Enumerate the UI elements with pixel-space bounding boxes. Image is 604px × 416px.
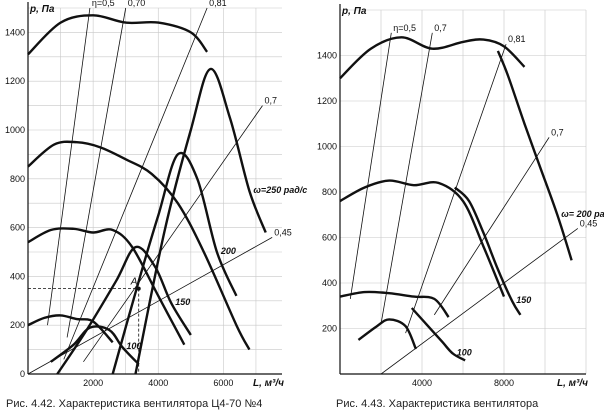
efficiency-label: 0,81: [209, 0, 227, 8]
x-tick-label: 4000: [148, 378, 168, 388]
efficiency-label: 0,70: [128, 0, 146, 8]
pressure-curve: [339, 36, 526, 80]
x-tick-label: 4000: [412, 378, 432, 388]
chart-caption-left: Рис. 4.42. Характеристика вентилятора Ц4…: [6, 398, 263, 410]
y-tick-label: 1000: [317, 142, 337, 152]
pressure-curve: [27, 14, 209, 56]
chart-caption-right: Рис. 4.43. Характеристика вентилятора: [336, 398, 539, 410]
x-axis-title: L, м³/ч: [253, 378, 284, 389]
efficiency-label: η=0,5: [92, 0, 115, 8]
speed-label: 150: [175, 297, 190, 307]
speed-label: 100: [126, 341, 141, 351]
speed-curve: [134, 67, 267, 375]
efficiency-label: 0,7: [551, 127, 564, 137]
speed-label: ω=250 рад/с: [253, 185, 307, 195]
pressure-curve: [27, 227, 186, 346]
efficiency-label: 0,81: [508, 34, 526, 44]
x-tick-label: 6000: [213, 378, 233, 388]
y-tick-label: 1000: [5, 125, 25, 135]
chart-2: 200 400 600 800 1000 1200 1400 4000 8000 p, Па L, …: [317, 4, 604, 389]
y-axis-title: p, Па: [29, 4, 55, 15]
efficiency-line: [380, 228, 579, 375]
y-tick-label: 1400: [317, 51, 337, 61]
annotation-label: A: [130, 277, 138, 288]
y-tick-label: 600: [10, 223, 25, 233]
y-tick-label: 200: [10, 320, 25, 330]
speed-curve: [496, 50, 573, 261]
y-tick-label: 1200: [317, 96, 337, 106]
y-tick-label: 200: [322, 324, 337, 334]
y-tick-label: 800: [10, 174, 25, 184]
speed-curve: [111, 151, 238, 375]
efficiency-line: [349, 32, 392, 299]
efficiency-label: 0,7: [264, 96, 277, 106]
speed-label: 100: [457, 348, 472, 358]
speed-label: 150: [516, 295, 531, 305]
speed-curve: [56, 245, 192, 375]
efficiency-label: 0,45: [580, 218, 598, 228]
y-tick-label: 1400: [5, 27, 25, 37]
efficiency-label: η=0,5: [393, 23, 416, 33]
pressure-curve: [339, 179, 506, 298]
annotation-point: [136, 286, 141, 291]
x-axis-title: L, м³/ч: [557, 378, 588, 389]
speed-curve: [50, 325, 140, 366]
y-tick-label: 1200: [5, 76, 25, 86]
speed-curve: [410, 307, 466, 362]
pressure-curve: [27, 140, 251, 351]
efficiency-line: [66, 7, 127, 338]
x-tick-label: 2000: [83, 378, 103, 388]
y-axis-title: p, Па: [341, 6, 367, 17]
y-tick-label: 0: [20, 369, 25, 379]
y-tick-label: 600: [322, 233, 337, 243]
speed-curve: [453, 186, 522, 316]
chart-1: 0 200 400 600 800 1000 1200 1400 2000 4000 6000 p, …: [5, 0, 307, 389]
pressure-curve: [357, 318, 418, 350]
pressure-curve: [27, 314, 114, 344]
x-tick-label: 8000: [494, 378, 514, 388]
efficiency-line: [83, 105, 263, 363]
speed-label: 200: [220, 246, 236, 256]
efficiency-line: [433, 137, 550, 316]
y-tick-label: 400: [322, 278, 337, 288]
speed-label: ω= 200 рад/с: [561, 209, 604, 219]
efficiency-label: 0,45: [274, 227, 292, 237]
y-tick-label: 800: [322, 187, 337, 197]
efficiency-line: [63, 7, 208, 360]
pressure-curve: [339, 290, 450, 318]
efficiency-label: 0,7: [434, 23, 447, 33]
efficiency-line: [380, 32, 433, 324]
y-tick-label: 400: [10, 271, 25, 281]
efficiency-line: [47, 7, 91, 326]
